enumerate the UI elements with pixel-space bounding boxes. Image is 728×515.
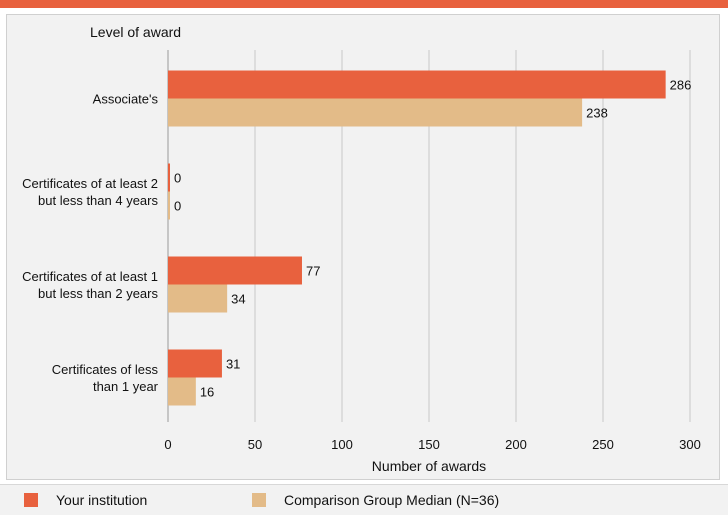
legend-swatch-institution bbox=[24, 493, 38, 507]
data-label: 31 bbox=[226, 357, 240, 372]
x-tick-label: 200 bbox=[505, 437, 527, 452]
x-tick-label: 50 bbox=[248, 437, 262, 452]
category-label: than 1 year bbox=[93, 379, 159, 394]
x-tick-label: 300 bbox=[679, 437, 701, 452]
data-label: 0 bbox=[174, 199, 181, 214]
x-tick-label: 250 bbox=[592, 437, 614, 452]
legend-item-institution: Your institution bbox=[24, 491, 147, 509]
x-tick-label: 100 bbox=[331, 437, 353, 452]
bar-comparison bbox=[168, 98, 583, 127]
legend: Your institution Comparison Group Median… bbox=[0, 484, 728, 515]
legend-label-comparison: Comparison Group Median (N=36) bbox=[284, 492, 500, 508]
category-label: Certificates of at least 2 bbox=[22, 176, 158, 191]
bar-institution bbox=[168, 70, 666, 99]
x-tick-label: 150 bbox=[418, 437, 440, 452]
category-label: Certificates of at least 1 bbox=[22, 269, 158, 284]
category-label: but less than 2 years bbox=[38, 286, 158, 301]
data-label: 34 bbox=[231, 292, 245, 307]
data-label: 0 bbox=[174, 171, 181, 186]
legend-label-institution: Your institution bbox=[56, 492, 148, 508]
bar-chart: Level of award Associate's 286 238 Certifica… bbox=[22, 24, 701, 474]
category-label: but less than 4 years bbox=[38, 193, 158, 208]
data-label: 238 bbox=[586, 106, 608, 121]
legend-item-comparison: Comparison Group Median (N=36) bbox=[252, 491, 499, 509]
bar-institution bbox=[168, 256, 302, 285]
x-axis-title: Number of awards bbox=[372, 458, 486, 474]
data-label: 16 bbox=[200, 385, 214, 400]
legend-swatch-comparison bbox=[252, 493, 266, 507]
category-label: Associate's bbox=[93, 92, 159, 107]
y-axis-title: Level of award bbox=[90, 24, 181, 40]
bar-institution bbox=[168, 163, 170, 192]
data-label: 286 bbox=[670, 78, 692, 93]
data-label: 77 bbox=[306, 264, 320, 279]
bar-comparison bbox=[168, 191, 170, 220]
bar-institution bbox=[168, 349, 222, 378]
category-label: Certificates of less bbox=[52, 362, 159, 377]
bar-comparison bbox=[168, 377, 196, 406]
bar-comparison bbox=[168, 284, 228, 313]
top-accent-bar bbox=[0, 0, 728, 8]
x-tick-label: 0 bbox=[164, 437, 171, 452]
